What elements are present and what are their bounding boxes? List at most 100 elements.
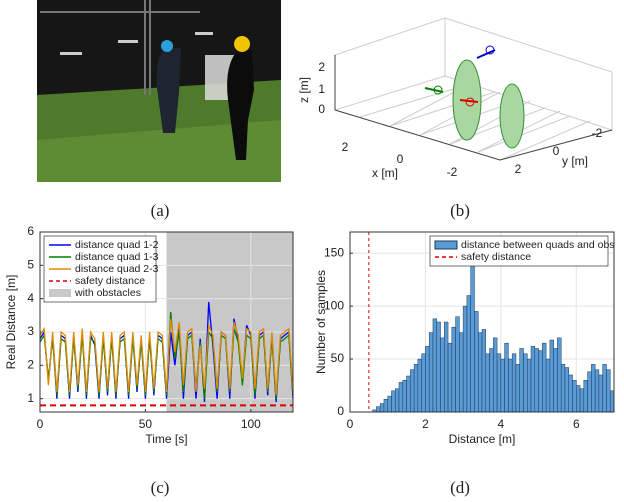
histogram-bar: [379, 403, 385, 413]
x-axis-label: Distance [m]: [449, 432, 516, 446]
histogram-bar: [455, 316, 460, 413]
y-axis-label: Number of samples: [314, 270, 328, 374]
y-axis-label: Real Distance [m]: [4, 275, 18, 370]
y-axis-label: y [m]: [562, 154, 588, 168]
y-tick-label: 0: [553, 144, 560, 158]
x-tick-label: 0: [397, 152, 404, 166]
caption: (b): [450, 201, 470, 220]
caption: (c): [151, 478, 170, 497]
histogram-bar: [474, 311, 479, 413]
histogram-bar: [511, 353, 517, 413]
legend-label: with obstacles: [74, 287, 141, 299]
histogram-bar: [387, 395, 392, 413]
histogram-bar: [579, 388, 585, 413]
legend-label: distance quad 1-2: [75, 239, 159, 251]
histogram-bar: [587, 371, 592, 413]
histogram-bar: [496, 353, 502, 413]
x-tick-label: -2: [447, 165, 458, 179]
y-tick-label: 2: [27, 358, 34, 372]
histogram-bar: [568, 374, 573, 413]
histogram-bar: [553, 348, 558, 413]
legend-label: distance quad 1-3: [75, 251, 159, 263]
histogram-bar: [410, 369, 415, 413]
histogram-bar: [451, 327, 456, 413]
x-tick-label: 4: [498, 417, 505, 431]
histogram-bar: [406, 375, 411, 413]
histogram-bar: [583, 379, 588, 413]
x-tick-label: 0: [37, 417, 44, 431]
histogram-bar: [413, 364, 419, 413]
histogram-bar: [477, 332, 483, 413]
histogram-bar: [560, 364, 566, 413]
z-tick-label: 2: [318, 60, 325, 74]
y-tick-label: 3: [27, 324, 34, 338]
histogram-bar: [519, 348, 524, 413]
histogram-bar: [523, 353, 528, 413]
legend: [429, 235, 609, 267]
y-tick-label: 6: [27, 224, 34, 238]
x-tick-label: 50: [139, 417, 153, 431]
histogram-bar: [447, 342, 453, 413]
z-tick-label: 0: [318, 102, 325, 116]
histogram-bar: [462, 305, 468, 413]
axes-frame: [349, 231, 615, 413]
x-tick-label: 6: [573, 417, 580, 431]
photo: [37, 0, 281, 182]
y-tick-label: 0: [337, 404, 344, 418]
histogram-bar: [391, 390, 396, 413]
legend-label: safety distance: [461, 251, 531, 263]
histogram-bar: [527, 358, 532, 413]
legend-swatch: [49, 289, 71, 297]
histogram-bar: [398, 382, 404, 413]
histogram-bar: [470, 260, 475, 413]
histogram-bar: [534, 348, 539, 413]
histogram-bar: [425, 346, 430, 413]
histogram-bar: [538, 350, 543, 413]
histogram-bar: [591, 364, 596, 413]
histogram-bar: [549, 339, 554, 413]
histogram-bar: [440, 337, 445, 413]
histogram-bar: [383, 399, 388, 413]
legend-swatch: [434, 240, 458, 250]
histogram-bar: [466, 295, 471, 413]
x-axis-label: x [m]: [372, 166, 398, 180]
caption: (a): [151, 201, 170, 220]
histogram-bar: [606, 369, 611, 413]
legend-label: distance between quads and obs: [461, 239, 615, 251]
x-tick-label: 2: [422, 417, 429, 431]
histogram-bar: [481, 329, 487, 413]
legend-label: safety distance: [75, 275, 145, 287]
y-tick-label: 100: [324, 298, 344, 312]
histogram-bar: [609, 390, 615, 413]
y-tick-label: 2: [515, 162, 522, 176]
histogram-bar: [402, 379, 407, 413]
z-tick-label: 1: [318, 82, 325, 96]
z-axis-label: z [m]: [297, 77, 311, 103]
y-tick-label: 1: [27, 391, 34, 405]
histogram-bar: [576, 385, 581, 413]
histogram-bar: [572, 379, 577, 413]
histogram-bar: [436, 321, 441, 413]
histogram-bar: [545, 358, 551, 413]
histogram-bar: [489, 348, 494, 413]
histogram-bar: [598, 374, 603, 413]
histogram-bar: [428, 332, 434, 413]
histogram-bar: [485, 353, 490, 413]
histogram-bar: [564, 367, 569, 413]
caption: (d): [450, 478, 470, 497]
histogram-bar: [417, 358, 422, 413]
histogram-bar: [493, 337, 498, 413]
scene-3d: [334, 17, 613, 161]
y-tick-label: 150: [324, 245, 344, 259]
y-tick-label: 50: [331, 351, 345, 365]
x-axis-label: Time [s]: [145, 432, 187, 446]
series-line: [39, 318, 294, 396]
histogram-bar: [557, 337, 562, 413]
x-tick-label: 100: [241, 417, 261, 431]
histogram-bar: [542, 342, 547, 413]
histogram-bar: [602, 364, 607, 413]
histogram-bar: [500, 358, 505, 413]
axes-frame: [39, 231, 294, 413]
histogram-bar: [421, 353, 426, 413]
